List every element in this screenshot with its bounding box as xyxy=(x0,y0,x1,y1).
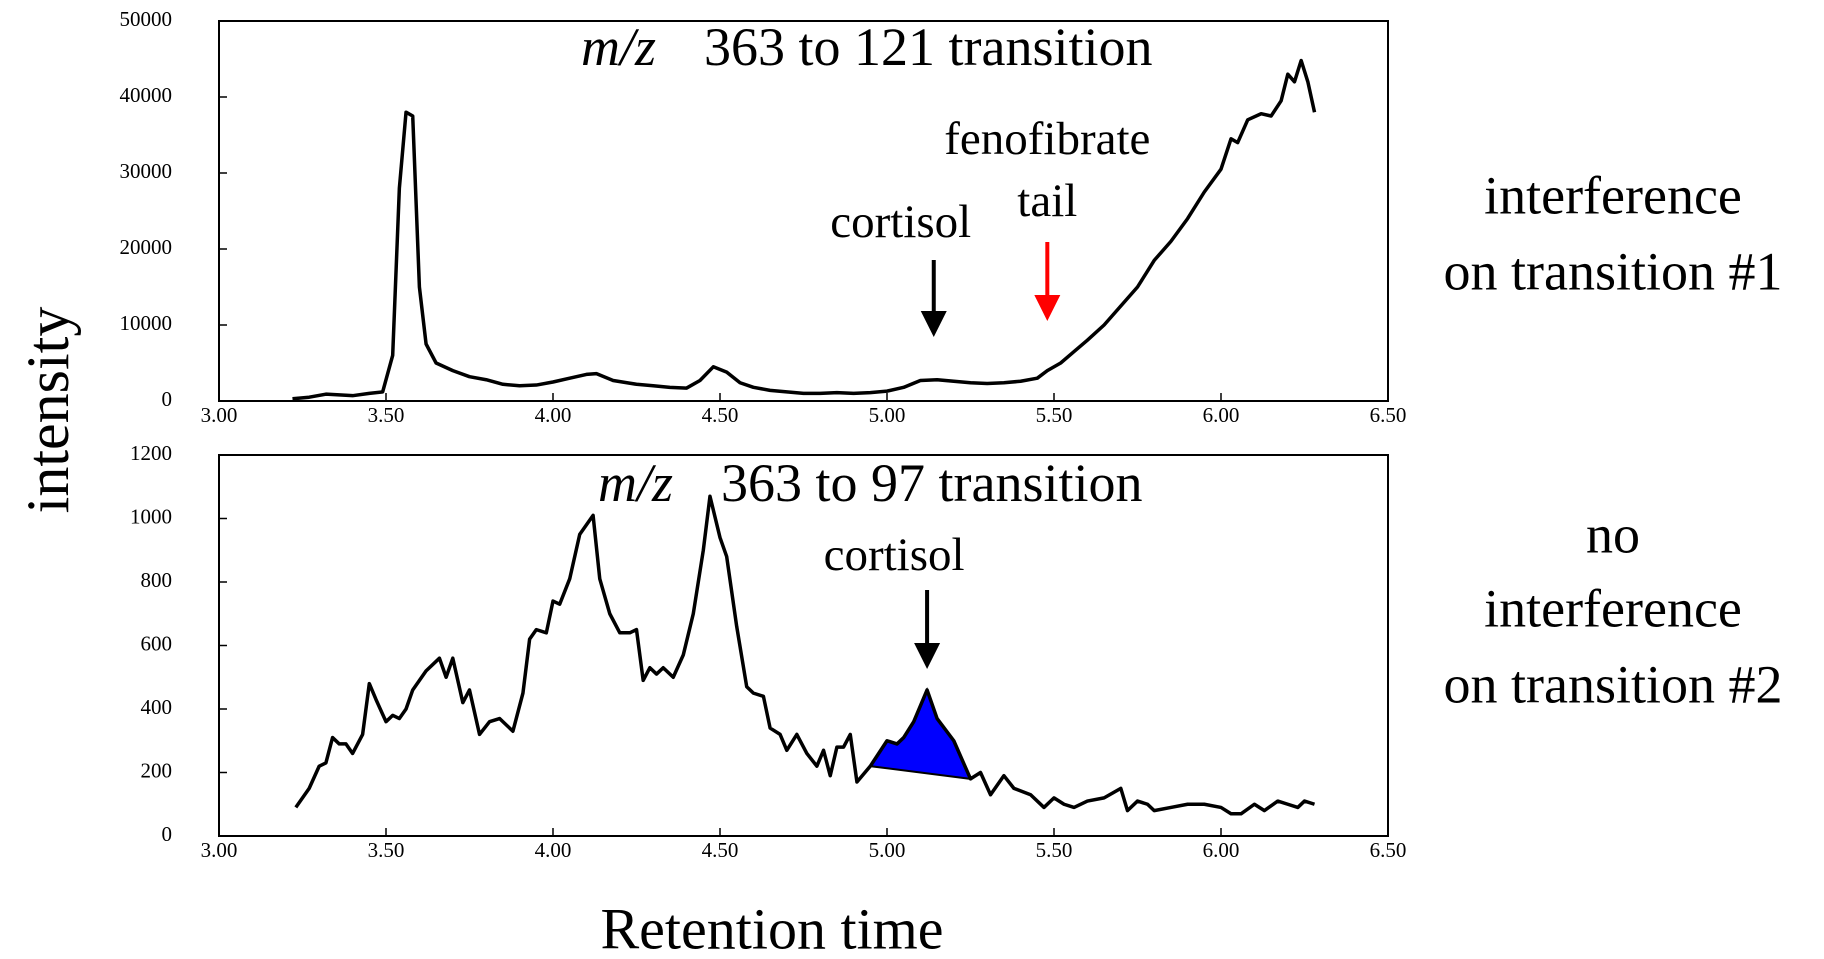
y-tick-label: 1200 xyxy=(130,441,172,465)
x-tick-label: 3.50 xyxy=(368,838,405,862)
x-tick-label: 4.50 xyxy=(702,403,739,427)
title-italic: m/z xyxy=(581,17,656,77)
y-tick-label: 10000 xyxy=(120,311,173,335)
y-tick-label: 800 xyxy=(141,568,173,592)
annotation-text: fenofibrate xyxy=(944,113,1150,165)
annotation-text: cortisol xyxy=(830,196,971,248)
plot-frame xyxy=(218,20,1389,402)
side-note: interference xyxy=(1484,165,1742,225)
x-tick-label: 6.50 xyxy=(1370,838,1407,862)
y-tick-label: 20000 xyxy=(120,235,173,259)
annotation-text: cortisol xyxy=(824,529,965,581)
x-tick-label: 4.00 xyxy=(535,838,572,862)
annotation-arrow-head xyxy=(914,643,941,669)
side-note: on transition #1 xyxy=(1444,241,1783,301)
x-tick-label: 3.00 xyxy=(201,403,238,427)
annotation-text: tail xyxy=(1017,175,1077,227)
y-tick-label: 0 xyxy=(162,387,173,411)
y-tick-label: 0 xyxy=(162,822,173,846)
x-tick-label: 3.50 xyxy=(368,403,405,427)
panel-title: m/z 363 to 121 transition xyxy=(581,17,1153,77)
y-tick-label: 50000 xyxy=(120,7,173,31)
y-tick-label: 1000 xyxy=(130,504,172,528)
x-tick-label: 4.00 xyxy=(535,403,572,427)
y-tick-label: 600 xyxy=(141,631,173,655)
x-tick-label: 3.00 xyxy=(201,838,238,862)
x-tick-label: 5.00 xyxy=(869,403,906,427)
x-tick-label: 4.50 xyxy=(702,838,739,862)
side-note: on transition #2 xyxy=(1444,654,1783,714)
trace-line xyxy=(292,58,1317,401)
x-tick-label: 6.00 xyxy=(1203,838,1240,862)
y-tick-label: 200 xyxy=(141,758,173,782)
trace-line xyxy=(294,494,1316,816)
x-tick-label: 5.50 xyxy=(1036,838,1073,862)
y-tick-label: 400 xyxy=(141,695,173,719)
x-tick-label: 5.00 xyxy=(869,838,906,862)
title-text: 363 to 121 transition xyxy=(704,17,1152,77)
x-axis-label: Retention time xyxy=(600,896,943,959)
y-tick-label: 30000 xyxy=(120,159,173,183)
y-tick-label: 40000 xyxy=(120,83,173,107)
annotation-arrow-head xyxy=(920,311,947,337)
side-note: no xyxy=(1586,504,1640,564)
panel-title: m/z 363 to 97 transition xyxy=(598,453,1143,513)
x-tick-label: 6.00 xyxy=(1203,403,1240,427)
x-tick-label: 6.50 xyxy=(1370,403,1407,427)
side-note: interference xyxy=(1484,578,1742,638)
annotation-arrow-head xyxy=(1034,295,1061,321)
title-text: 363 to 97 transition xyxy=(721,453,1142,513)
x-tick-label: 5.50 xyxy=(1036,403,1073,427)
y-axis-label: intensity xyxy=(15,307,81,514)
title-italic: m/z xyxy=(598,453,673,513)
